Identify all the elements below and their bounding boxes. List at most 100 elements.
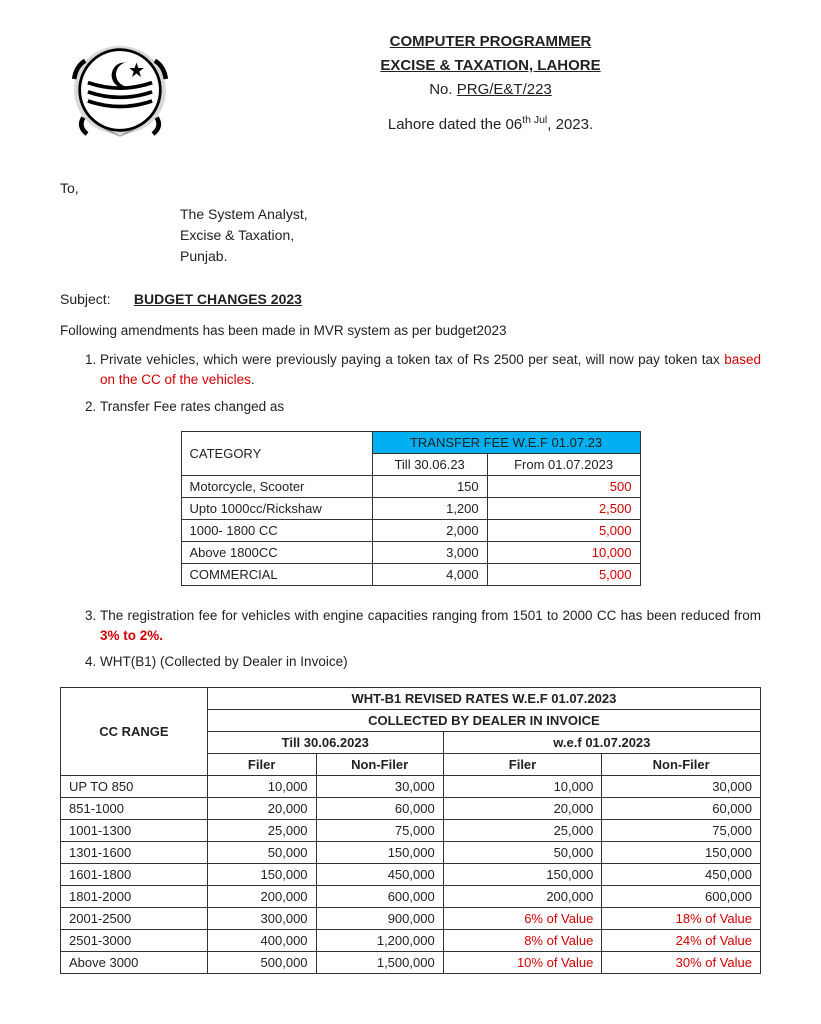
- wht-row: 1601-1800150,000450,000150,000450,000: [61, 863, 761, 885]
- wht-wef-filer-cell: 10% of Value: [443, 951, 602, 973]
- header-title-1: COMPUTER PROGRAMMER: [220, 30, 761, 54]
- amendment-3: The registration fee for vehicles with e…: [100, 606, 761, 647]
- transfer-cat-cell: Motorcycle, Scooter: [181, 475, 372, 497]
- wht-till-filer-cell: 50,000: [207, 841, 316, 863]
- transfer-row: Motorcycle, Scooter150500: [181, 475, 640, 497]
- wht-row: 851-100020,00060,00020,00060,000: [61, 797, 761, 819]
- wht-cc-cell: UP TO 850: [61, 775, 208, 797]
- header-title-2: EXCISE & TAXATION, LAHORE: [220, 54, 761, 78]
- amendment-2: Transfer Fee rates changed as: [100, 397, 761, 417]
- wht-cc-cell: 1301-1600: [61, 841, 208, 863]
- wht-table: CC RANGE WHT-B1 REVISED RATES W.E.F 01.0…: [60, 687, 761, 974]
- transfer-fee-header: TRANSFER FEE W.E.F 01.07.23: [372, 431, 640, 453]
- wht-cc-cell: 1801-2000: [61, 885, 208, 907]
- wht-till-nonfiler-cell: 600,000: [316, 885, 443, 907]
- wht-row: Above 3000500,0001,500,00010% of Value30…: [61, 951, 761, 973]
- wht-cc-cell: 1601-1800: [61, 863, 208, 885]
- transfer-category-header: CATEGORY: [181, 431, 372, 475]
- wht-row: 1001-130025,00075,00025,00075,000: [61, 819, 761, 841]
- addr-line-3: Punjab.: [180, 246, 761, 267]
- wht-cc-cell: 2001-2500: [61, 907, 208, 929]
- subject-text: BUDGET CHANGES 2023: [134, 291, 302, 307]
- amendment-4: WHT(B1) (Collected by Dealer in Invoice): [100, 652, 761, 672]
- wht-till-filer-cell: 20,000: [207, 797, 316, 819]
- transfer-till-cell: 4,000: [372, 563, 487, 585]
- wht-cc-cell: 2501-3000: [61, 929, 208, 951]
- amendment-1: Private vehicles, which were previously …: [100, 350, 761, 391]
- transfer-from-cell: 5,000: [487, 519, 640, 541]
- wht-sub-header: COLLECTED BY DEALER IN INVOICE: [207, 709, 760, 731]
- wht-till-filer-cell: 400,000: [207, 929, 316, 951]
- transfer-row: Above 1800CC3,00010,000: [181, 541, 640, 563]
- intro-text: Following amendments has been made in MV…: [60, 323, 761, 338]
- transfer-till-header: Till 30.06.23: [372, 453, 487, 475]
- wht-till-nonfiler-cell: 150,000: [316, 841, 443, 863]
- wht-wef-nonfiler-cell: 600,000: [602, 885, 761, 907]
- amendments-list-cont: The registration fee for vehicles with e…: [60, 606, 761, 673]
- wht-row: 2001-2500300,000900,0006% of Value18% of…: [61, 907, 761, 929]
- subject-row: Subject: BUDGET CHANGES 2023: [60, 291, 761, 307]
- wht-cc-cell: Above 3000: [61, 951, 208, 973]
- wht-till-nonfiler-cell: 30,000: [316, 775, 443, 797]
- transfer-row: Upto 1000cc/Rickshaw1,2002,500: [181, 497, 640, 519]
- wht-wef-nonfiler-cell: 18% of Value: [602, 907, 761, 929]
- wht-cc-cell: 1001-1300: [61, 819, 208, 841]
- header-text-block: COMPUTER PROGRAMMER EXCISE & TAXATION, L…: [220, 30, 761, 137]
- amendments-list: Private vehicles, which were previously …: [60, 350, 761, 417]
- transfer-row: COMMERCIAL4,0005,000: [181, 563, 640, 585]
- wht-wef-filer-cell: 150,000: [443, 863, 602, 885]
- wht-wef-filer-cell: 25,000: [443, 819, 602, 841]
- wht-till-filer-cell: 500,000: [207, 951, 316, 973]
- wht-till-header: Till 30.06.2023: [207, 731, 443, 753]
- wht-till-filer: Filer: [207, 753, 316, 775]
- wht-wef-filer-cell: 10,000: [443, 775, 602, 797]
- transfer-till-cell: 2,000: [372, 519, 487, 541]
- wht-till-nonfiler-cell: 450,000: [316, 863, 443, 885]
- transfer-from-header: From 01.07.2023: [487, 453, 640, 475]
- wht-till-nonfiler-cell: 60,000: [316, 797, 443, 819]
- wht-till-nonfiler-cell: 1,200,000: [316, 929, 443, 951]
- transfer-cat-cell: Above 1800CC: [181, 541, 372, 563]
- addressee-block: The System Analyst, Excise & Taxation, P…: [180, 204, 761, 267]
- to-label: To,: [60, 180, 761, 196]
- transfer-cat-cell: 1000- 1800 CC: [181, 519, 372, 541]
- addr-line-2: Excise & Taxation,: [180, 225, 761, 246]
- wht-wef-nonfiler-cell: 30,000: [602, 775, 761, 797]
- wht-cc-cell: 851-1000: [61, 797, 208, 819]
- transfer-row: 1000- 1800 CC2,0005,000: [181, 519, 640, 541]
- transfer-fee-table: CATEGORY TRANSFER FEE W.E.F 01.07.23 Til…: [181, 431, 641, 586]
- wht-wef-nonfiler-cell: 30% of Value: [602, 951, 761, 973]
- wht-till-nonfiler: Non-Filer: [316, 753, 443, 775]
- wht-wef-nonfiler-cell: 450,000: [602, 863, 761, 885]
- wht-till-filer-cell: 25,000: [207, 819, 316, 841]
- wht-till-nonfiler-cell: 75,000: [316, 819, 443, 841]
- wht-wef-nonfiler-cell: 75,000: [602, 819, 761, 841]
- wht-wef-header: w.e.f 01.07.2023: [443, 731, 760, 753]
- wht-row: UP TO 85010,00030,00010,00030,000: [61, 775, 761, 797]
- wht-till-filer-cell: 10,000: [207, 775, 316, 797]
- wht-wef-nonfiler-cell: 60,000: [602, 797, 761, 819]
- document-page: COMPUTER PROGRAMMER EXCISE & TAXATION, L…: [0, 0, 821, 1014]
- transfer-till-cell: 150: [372, 475, 487, 497]
- wht-wef-nonfiler-cell: 150,000: [602, 841, 761, 863]
- transfer-cat-cell: COMMERCIAL: [181, 563, 372, 585]
- wht-wef-filer-cell: 200,000: [443, 885, 602, 907]
- wht-till-filer-cell: 200,000: [207, 885, 316, 907]
- transfer-till-cell: 3,000: [372, 541, 487, 563]
- transfer-from-cell: 500: [487, 475, 640, 497]
- wht-wef-filer-cell: 50,000: [443, 841, 602, 863]
- wht-wef-filer-cell: 20,000: [443, 797, 602, 819]
- govt-emblem-icon: [60, 30, 180, 150]
- wht-till-filer-cell: 300,000: [207, 907, 316, 929]
- letterhead: COMPUTER PROGRAMMER EXCISE & TAXATION, L…: [60, 30, 761, 150]
- wht-wef-filer: Filer: [443, 753, 602, 775]
- wht-row: 1801-2000200,000600,000200,000600,000: [61, 885, 761, 907]
- addr-line-1: The System Analyst,: [180, 204, 761, 225]
- wht-wef-nonfiler: Non-Filer: [602, 753, 761, 775]
- wht-wef-filer-cell: 6% of Value: [443, 907, 602, 929]
- wht-top-header: WHT-B1 REVISED RATES W.E.F 01.07.2023: [207, 687, 760, 709]
- wht-till-filer-cell: 150,000: [207, 863, 316, 885]
- transfer-from-cell: 10,000: [487, 541, 640, 563]
- transfer-cat-cell: Upto 1000cc/Rickshaw: [181, 497, 372, 519]
- wht-cc-header: CC RANGE: [61, 687, 208, 775]
